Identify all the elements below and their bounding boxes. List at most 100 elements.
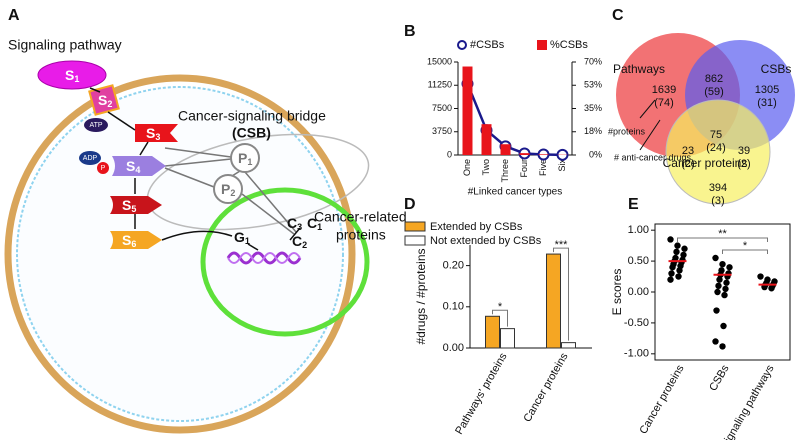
atp-label: ATP [89, 122, 102, 129]
panel-c: C [612, 7, 795, 205]
y-tick-label: 1.00 [628, 224, 649, 236]
node-sub: 1 [245, 236, 250, 246]
point [673, 248, 680, 256]
node-label: S1 [65, 67, 79, 85]
y-tick-label: 7500 [432, 103, 452, 113]
region-count: 394 [709, 182, 727, 194]
point [716, 276, 723, 283]
phosphate-shape [97, 162, 109, 174]
point [681, 245, 688, 252]
node-letter: C [292, 233, 302, 249]
dna [227, 252, 301, 264]
point [757, 273, 764, 280]
bar [481, 124, 492, 155]
atp-shape [84, 118, 108, 132]
sig-bracket [677, 237, 768, 242]
point [674, 242, 681, 249]
bar [546, 253, 561, 349]
sig-bracket [492, 309, 508, 327]
sig-bracket [722, 249, 768, 254]
node-sub: 3 [155, 132, 160, 142]
point [720, 322, 727, 330]
edges [164, 147, 297, 235]
node-shape [112, 156, 166, 176]
y-tick-label: 11250 [428, 80, 452, 90]
bar [500, 144, 511, 155]
sig-bracket [553, 247, 569, 341]
y-axis-title: #drugs / #proteins [414, 248, 428, 344]
x-tick-label: Cancer proteins [637, 363, 686, 437]
point [723, 279, 730, 286]
cancer-label: proteins [336, 227, 386, 243]
legend-marker [457, 40, 467, 50]
bar [485, 315, 500, 349]
y-axis-title: E scores [610, 269, 624, 316]
panel-letter: E [628, 196, 639, 213]
sig-label: * [743, 240, 748, 252]
region-count: 862 [705, 73, 723, 85]
node-sub: 4 [135, 165, 140, 175]
region-drugs: (3) [711, 195, 724, 207]
set-label: Pathways [613, 62, 665, 76]
y-tick-label: 0.00 [628, 286, 649, 298]
y-tick-label: -1.00 [624, 348, 649, 360]
y-tick-label: 0.10 [443, 301, 464, 313]
key-label: # anti-cancer drugs [614, 152, 692, 162]
y-tick-label: 0.00 [443, 342, 464, 354]
point [722, 285, 729, 293]
region-count: 75 [710, 129, 722, 141]
key-line [639, 99, 656, 119]
node-letter: S [122, 197, 131, 213]
node-label: S4 [126, 158, 140, 176]
point [768, 285, 775, 292]
point [714, 288, 721, 296]
region-drugs: (2) [737, 158, 750, 170]
node-shape [110, 196, 162, 214]
region-count: 23 [682, 145, 694, 157]
x-tick-label: Pathways' proteins [453, 351, 510, 437]
node-label: S3 [146, 125, 160, 143]
point [675, 273, 682, 280]
node-sub: 2 [107, 99, 112, 109]
point [669, 264, 676, 271]
node-sub: 6 [131, 239, 136, 249]
sig-label: * [498, 301, 503, 313]
x-tick-label: CSBs [707, 363, 732, 394]
point [712, 338, 719, 345]
node-letter: S [126, 158, 135, 174]
point [719, 343, 726, 350]
point [712, 254, 719, 262]
node-sub: 1 [247, 157, 252, 167]
node-sub: 1 [74, 74, 79, 84]
node-shape [37, 60, 107, 90]
panel-letter: A [8, 7, 20, 24]
y-tick-label: 3750 [432, 126, 452, 136]
cancer-label: Cancer-related [314, 209, 407, 225]
x-tick-label: Two [481, 159, 491, 176]
title: Signaling pathway [8, 37, 122, 53]
point [713, 307, 720, 314]
node-label: C2 [292, 233, 307, 251]
node-label: C3 [287, 215, 302, 233]
sig-label: ** [718, 228, 727, 240]
y-tick-label: -0.50 [624, 317, 649, 329]
y-tick-label: 0.50 [628, 255, 649, 267]
legend-label: %CSBs [550, 39, 588, 51]
node-letter: S [146, 125, 155, 141]
node-label: C1 [307, 215, 322, 233]
plot-frame [654, 223, 791, 361]
bar [519, 153, 530, 155]
set-label: Cancer proteins [663, 156, 748, 170]
node-letter: C [307, 215, 317, 231]
node-shape [88, 84, 120, 116]
point [668, 270, 675, 277]
y-tick-label: 0.20 [443, 260, 464, 272]
bar [538, 154, 549, 155]
arrows [89, 87, 301, 251]
bar [462, 66, 473, 155]
legend-label: Not extended by CSBs [430, 235, 542, 247]
y-tick-label: 0 [447, 149, 452, 159]
sig-label: *** [555, 239, 569, 251]
adp-label: ADP [83, 155, 98, 162]
